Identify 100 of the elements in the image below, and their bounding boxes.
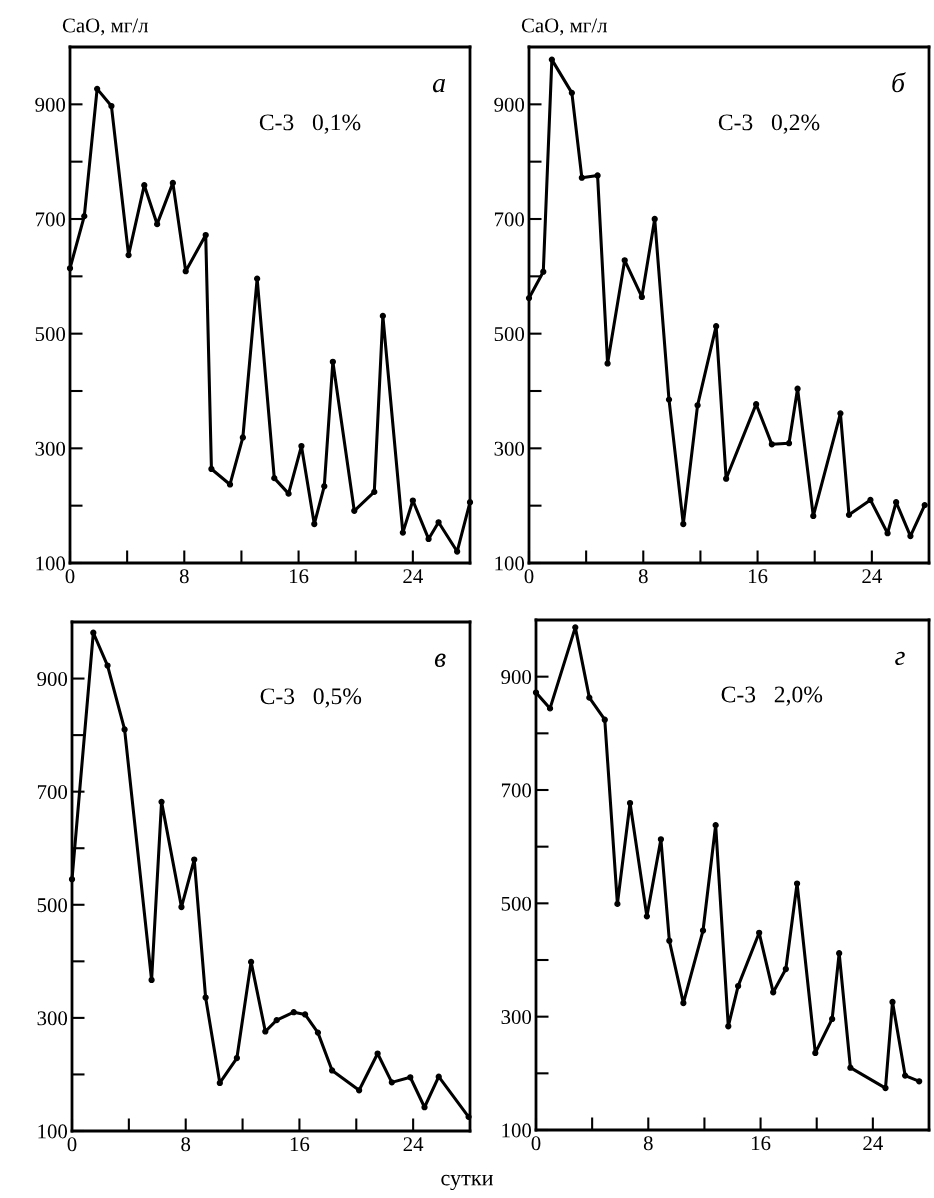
point bbox=[604, 360, 611, 367]
point bbox=[666, 937, 673, 944]
point bbox=[247, 958, 255, 966]
point bbox=[454, 548, 461, 555]
point bbox=[379, 312, 386, 320]
point bbox=[226, 481, 234, 488]
annotation: б bbox=[892, 72, 906, 93]
y-tick-label: 300 bbox=[35, 441, 66, 456]
x-tick-label: 0 bbox=[524, 569, 534, 584]
point bbox=[374, 1050, 381, 1057]
point bbox=[665, 396, 673, 403]
point bbox=[328, 1067, 336, 1074]
y-tick-label: 900 bbox=[37, 671, 68, 686]
point bbox=[845, 511, 853, 518]
point bbox=[829, 1015, 836, 1023]
x-tick-label: 16 bbox=[289, 569, 309, 584]
point bbox=[713, 323, 720, 330]
point bbox=[812, 1049, 819, 1057]
point bbox=[208, 465, 215, 473]
point bbox=[108, 102, 115, 110]
point bbox=[572, 624, 579, 631]
point bbox=[793, 880, 801, 887]
annotation: С-3 0,1% bbox=[259, 114, 361, 134]
x-tick-label: 24 bbox=[403, 569, 423, 584]
point bbox=[158, 798, 165, 805]
point bbox=[154, 221, 161, 228]
point bbox=[785, 440, 793, 447]
x-tick-label: 8 bbox=[179, 569, 189, 584]
point bbox=[867, 496, 874, 504]
point bbox=[725, 1023, 732, 1030]
point bbox=[902, 1072, 909, 1079]
point bbox=[254, 275, 261, 282]
point bbox=[239, 434, 246, 441]
point bbox=[233, 1054, 241, 1062]
y-tick-label: 900 bbox=[35, 97, 66, 112]
point bbox=[889, 998, 896, 1006]
point bbox=[756, 929, 763, 936]
point bbox=[311, 520, 318, 528]
y-tick-label: 300 bbox=[494, 441, 525, 456]
point bbox=[548, 56, 555, 63]
point bbox=[753, 401, 760, 408]
point bbox=[148, 976, 155, 984]
point bbox=[680, 520, 687, 528]
point bbox=[202, 994, 209, 1001]
annotation: г bbox=[895, 651, 905, 666]
y-axis-title: CaO, мг/л bbox=[62, 18, 149, 36]
point bbox=[734, 982, 742, 990]
point bbox=[351, 507, 358, 514]
point bbox=[794, 385, 801, 392]
point bbox=[810, 512, 817, 520]
point bbox=[723, 475, 730, 482]
point bbox=[290, 1009, 297, 1016]
y-axis-title: CaO, мг/л bbox=[521, 18, 608, 36]
point bbox=[578, 174, 585, 181]
x-tick-label: 8 bbox=[181, 1137, 191, 1152]
point bbox=[768, 441, 775, 448]
y-tick-label: 100 bbox=[38, 1124, 68, 1139]
x-tick-label: 0 bbox=[67, 1137, 77, 1152]
point bbox=[356, 1087, 363, 1094]
point bbox=[399, 529, 406, 536]
point bbox=[916, 1078, 923, 1085]
point bbox=[298, 442, 305, 450]
point bbox=[81, 213, 88, 220]
point bbox=[921, 501, 928, 509]
point bbox=[614, 900, 621, 908]
x-tick-label: 24 bbox=[862, 569, 882, 584]
point bbox=[125, 251, 132, 259]
point bbox=[638, 293, 645, 301]
annotation: С-3 0,5% bbox=[260, 688, 362, 708]
point bbox=[409, 497, 416, 504]
point bbox=[178, 903, 185, 911]
point bbox=[770, 989, 777, 996]
y-tick-label: 100 bbox=[502, 1123, 532, 1138]
point bbox=[371, 488, 378, 496]
y-tick-label: 900 bbox=[494, 97, 525, 112]
y-tick-label: 700 bbox=[35, 212, 66, 227]
y-tick-label: 100 bbox=[495, 556, 525, 571]
point bbox=[285, 490, 292, 497]
annotation: С-3 2,0% bbox=[721, 686, 823, 706]
point bbox=[601, 716, 608, 723]
y-tick-label: 100 bbox=[36, 556, 66, 571]
point bbox=[141, 182, 148, 189]
x-axis-title: сутки bbox=[441, 1174, 494, 1191]
point bbox=[699, 927, 707, 934]
point bbox=[182, 268, 189, 275]
point bbox=[712, 822, 719, 829]
point bbox=[262, 1028, 269, 1035]
point bbox=[435, 1073, 442, 1080]
x-tick-label: 24 bbox=[863, 1136, 883, 1151]
point bbox=[407, 1074, 414, 1081]
point bbox=[680, 999, 687, 1007]
x-tick-label: 16 bbox=[290, 1137, 310, 1152]
point bbox=[626, 799, 634, 807]
point bbox=[301, 1011, 309, 1018]
point bbox=[540, 268, 547, 275]
point bbox=[314, 1029, 322, 1036]
y-tick-label: 700 bbox=[37, 785, 68, 800]
point bbox=[643, 913, 651, 920]
point bbox=[893, 499, 900, 506]
x-tick-label: 24 bbox=[403, 1137, 424, 1152]
